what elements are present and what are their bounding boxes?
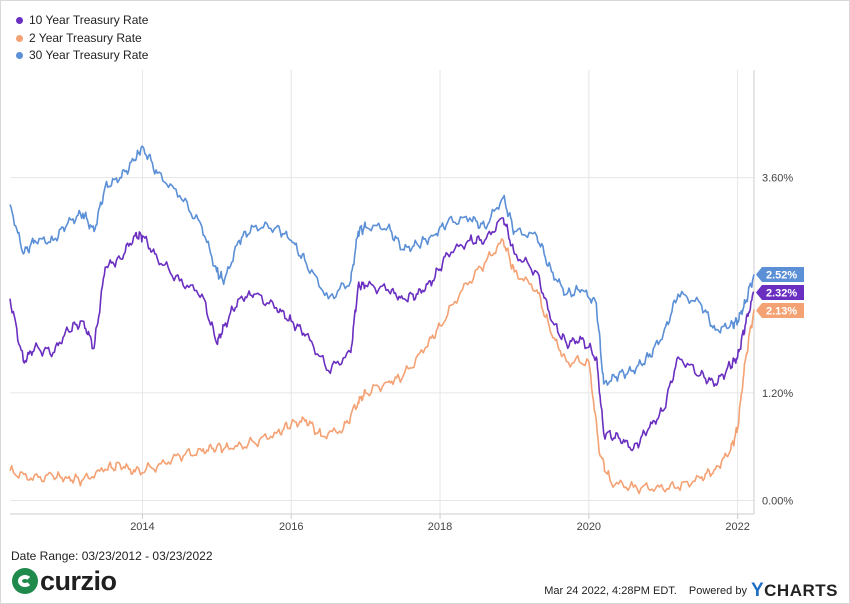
logo-text: curzio [40,565,117,596]
series-line-10-year-treasury-rate [9,217,755,452]
y-tick-label: 0.00% [762,496,793,508]
series-line-2-year-treasury-rate [9,238,755,495]
line-chart: 2014 2016 2018 2020 2022 0.00% 1.20% 3.60% 2.52%… [9,70,804,533]
end-value-badge [756,303,804,319]
series-line-30-year-treasury-rate [9,145,755,386]
y-tick-label: 1.20% [762,388,793,400]
x-tick-label: 2014 [130,521,154,533]
legend-label: 10 Year Treasury Rate [29,13,149,27]
y-tick-label: 3.60% [762,173,793,185]
legend-label: 30 Year Treasury Rate [29,48,149,62]
x-tick-label: 2018 [428,521,452,533]
legend-dot-icon [16,52,23,60]
legend-dot-icon [16,34,23,42]
end-value-label: 2.52% [766,270,797,282]
date-range: Date Range: 03/23/2012 - 03/23/2022 [11,549,213,563]
end-value-label: 2.13% [766,306,797,318]
legend-item-2-year[interactable]: 2 Year Treasury Rate [14,30,148,48]
curzio-logo-icon [12,568,38,594]
legend: 10 Year Treasury Rate 2 Year Treasury Ra… [14,12,148,65]
legend-label: 2 Year Treasury Rate [29,30,142,45]
legend-dot-icon [16,17,23,25]
x-tick-label: 2020 [577,521,601,533]
legend-item-30-year[interactable]: 30 Year Treasury Rate [14,47,148,65]
x-tick-label: 2016 [279,521,303,533]
timestamp: Mar 24 2022, 4:28PM EDT. [544,585,677,597]
legend-item-10-year[interactable]: 10 Year Treasury Rate [14,12,148,30]
end-value-badge [756,285,804,301]
end-value-badge [756,267,804,283]
x-tick-label: 2022 [725,521,749,533]
curzio-logo: curzio [12,566,117,596]
end-value-label: 2.32% [766,288,797,300]
ycharts-logo-y: Y [750,580,765,601]
footer-credits: Mar 24 2022, 4:28PM EDT. Powered by Y CH… [544,580,838,602]
powered-by-label: Powered by [688,585,747,597]
ycharts-logo-text: CHARTS [764,581,838,600]
ycharts-logo[interactable]: Y CHARTS [751,580,838,602]
